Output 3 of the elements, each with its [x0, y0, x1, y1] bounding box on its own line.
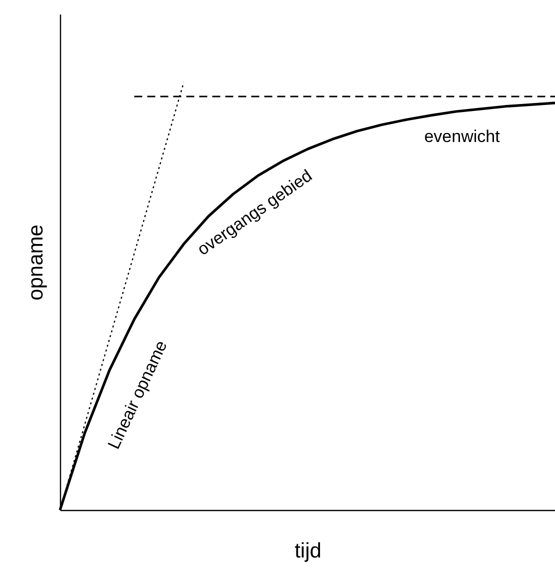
x-axis-title: tijd [294, 540, 322, 562]
annotation: evenwicht [424, 127, 500, 146]
y-axis-title: opname [24, 224, 48, 300]
